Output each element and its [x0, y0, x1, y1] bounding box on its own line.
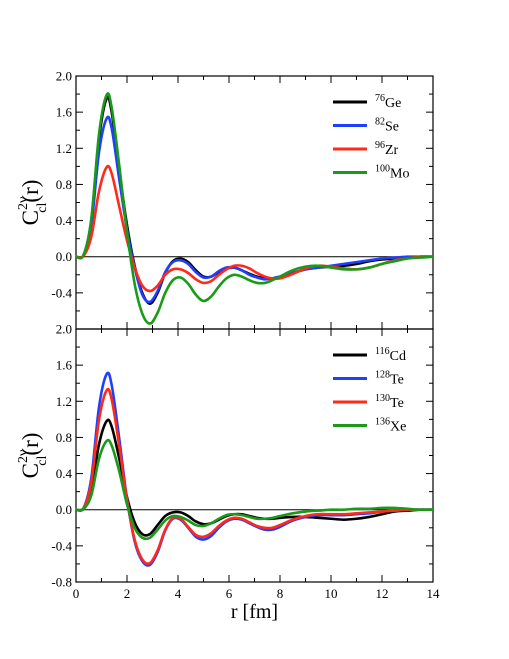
plot-frame: [75, 328, 434, 583]
y-tick-label: -0.4: [51, 285, 72, 300]
y-tick-label: 1.6: [56, 105, 73, 120]
x-tick-label: 8: [277, 586, 284, 601]
legend-element: Cd: [390, 349, 406, 364]
x-axis-title: r [fm]: [231, 601, 278, 623]
series-line-130te: [75, 387, 433, 565]
legend-label: 116Cd: [375, 346, 406, 364]
legend-mass: 100: [375, 164, 390, 175]
y-axis-title-sup: 2ν: [16, 450, 31, 463]
legend-element: Mo: [390, 167, 409, 182]
x-tick-label: 0: [73, 586, 80, 601]
y-tick-label: 0.8: [56, 430, 72, 445]
x-tick-label: 14: [427, 586, 441, 601]
legend-label: 128Te: [375, 370, 404, 388]
x-tick-label: 6: [226, 586, 233, 601]
y-tick-label: 0.8: [56, 177, 72, 192]
y-tick-label: 0.4: [56, 466, 73, 481]
legend-label: 136Xe: [375, 417, 406, 435]
y-tick-label: 0.0: [56, 502, 72, 517]
plot-frame: [75, 75, 434, 330]
legend-mass: 76: [375, 93, 385, 104]
series-line-136xe: [75, 438, 434, 541]
legend-mass: 128: [375, 370, 390, 381]
legend-element: Xe: [390, 420, 406, 435]
legend-mass: 130: [375, 393, 390, 404]
y-tick-label: 2.0: [56, 322, 72, 337]
y-tick-label: 1.2: [56, 141, 72, 156]
y-tick-label: 1.6: [56, 358, 73, 373]
y-axis-title: C2ν cl(r): [16, 433, 50, 479]
legend-element: Ge: [385, 96, 401, 111]
legend-mass: 82: [375, 117, 385, 128]
legend-element: Te: [390, 373, 404, 388]
legend-label: 100Mo: [375, 164, 409, 182]
y-tick-label: -0.4: [51, 538, 72, 553]
series-line-100mo: [75, 92, 434, 325]
y-tick-label: 2.0: [56, 69, 72, 84]
y-axis-title-sub: cl: [35, 202, 50, 212]
legend-mass: 136: [375, 417, 390, 428]
legend-label: 130Te: [375, 393, 404, 411]
series-line-96zr: [75, 164, 434, 293]
legend-element: Te: [390, 396, 404, 411]
y-tick-label: 0.4: [56, 213, 73, 228]
y-axis-title: C2ν cl(r): [16, 180, 50, 226]
x-tick-label: 4: [175, 586, 182, 601]
legend-label: 76Ge: [375, 93, 401, 111]
legend-mass: 116: [375, 346, 390, 357]
y-axis-title-sub: cl: [35, 455, 50, 465]
legend-label: 82Se: [375, 117, 399, 135]
legend-label: 96Zr: [375, 140, 399, 158]
y-axis-title-base: C: [18, 210, 43, 225]
x-tick-label: 2: [124, 586, 131, 601]
legend-element: Zr: [385, 143, 399, 158]
legend-mass: 96: [375, 140, 385, 151]
y-axis-title-arg: (r): [18, 433, 43, 456]
y-tick-label: 1.2: [56, 394, 72, 409]
y-axis-title-sup: 2ν: [16, 197, 31, 210]
x-tick-label: 12: [376, 586, 389, 601]
y-axis-title-arg: (r): [18, 180, 43, 203]
legend-element: Se: [385, 120, 399, 135]
panel-bottom: 2.0 1.6 1.2 0.8 0.4 0.0 -0.4 -0.80 2 4 6 8 10 12 14 r […: [16, 322, 440, 624]
x-tick-label: 10: [325, 586, 338, 601]
y-tick-label: -0.8: [51, 575, 72, 590]
y-tick-label: 0.0: [56, 249, 72, 264]
y-axis-title-base: C: [18, 463, 43, 478]
